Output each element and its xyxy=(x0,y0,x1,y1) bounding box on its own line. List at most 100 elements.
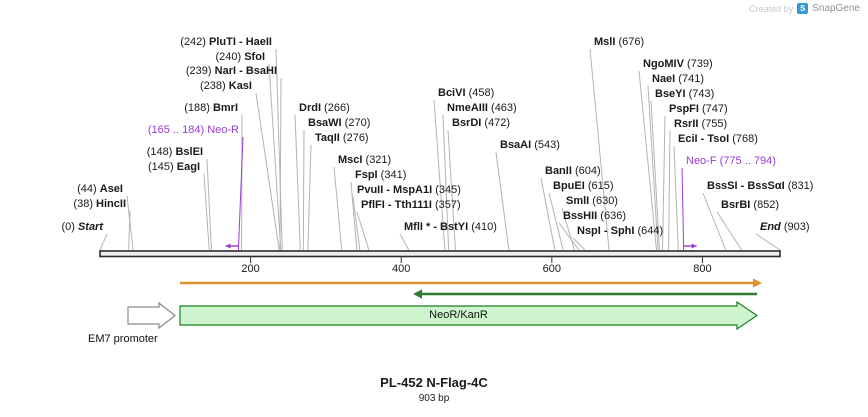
leader-line xyxy=(442,114,450,251)
leader-line xyxy=(638,70,657,251)
leader-line xyxy=(647,85,659,251)
sequence-line xyxy=(99,250,781,258)
restriction-site-label: BssHII (636) xyxy=(563,210,626,222)
restriction-site-label: (0) Start xyxy=(61,221,103,233)
restriction-site-label: BanII (604) xyxy=(545,165,601,177)
leader-line xyxy=(352,196,361,251)
primer-arrowhead xyxy=(691,243,697,249)
restriction-site-label: PvuII - MspA1I (345) xyxy=(357,184,461,196)
leader-line xyxy=(128,210,131,251)
snapgene-wordmark: SnapGene xyxy=(812,3,860,14)
title-block: PL-452 N-Flag-4C 903 bp xyxy=(0,375,868,404)
restriction-site-label: NgoMIV (739) xyxy=(643,58,713,70)
restriction-site-label: (44) AseI xyxy=(77,183,123,195)
reverse-orf-arrowhead xyxy=(413,289,422,299)
primer-label: Neo-F (775 .. 794) xyxy=(686,155,776,167)
ruler-tick-label: 600 xyxy=(542,263,561,275)
restriction-site-label: PflFI - Tth111I (357) xyxy=(361,199,461,211)
branding: Created by S SnapGene xyxy=(749,3,860,14)
map-size: 903 bp xyxy=(418,393,450,404)
map-title: PL-452 N-Flag-4C xyxy=(380,375,488,390)
feature-arrows xyxy=(127,278,762,331)
orf-arrowhead xyxy=(753,278,762,288)
primer-leader-line xyxy=(238,136,244,247)
restriction-site-label: FspI (341) xyxy=(355,169,407,181)
restriction-site-label: (38) HincII xyxy=(73,198,126,210)
restriction-site-label: SmlI (630) xyxy=(566,195,618,207)
leader-line xyxy=(268,63,282,251)
restriction-site-label: MslI (676) xyxy=(594,36,645,48)
restriction-site-label: BsrBI (852) xyxy=(721,199,780,211)
leader-line xyxy=(203,173,210,251)
leader-line xyxy=(350,181,358,251)
ruler-tick-label: 200 xyxy=(241,263,260,275)
leader-line xyxy=(356,211,370,251)
leader-line xyxy=(206,158,212,251)
restriction-site-label: NspI - SphI (644) xyxy=(577,225,664,237)
em7-promoter-arrow xyxy=(127,301,176,330)
restriction-site-label: TaqII (276) xyxy=(315,132,369,144)
leader-line xyxy=(495,151,510,251)
leader-line xyxy=(673,145,679,251)
restriction-site-label: BciVI (458) xyxy=(438,87,495,99)
restriction-site-label: (145) EagI xyxy=(148,161,200,173)
leader-line xyxy=(716,211,743,251)
restriction-site-label: MscI (321) xyxy=(338,154,392,166)
restriction-site-label: EciI - TsoI (768) xyxy=(678,133,758,145)
leader-line xyxy=(702,192,727,251)
em7-promoter-label: EM7 promoter xyxy=(88,333,158,345)
restriction-site-label: DrdI (266) xyxy=(299,102,350,114)
restriction-site-label: End (903) xyxy=(760,221,810,233)
restriction-site-label: RsrII (755) xyxy=(674,118,728,130)
restriction-site-label: BssSI - BssSαI (831) xyxy=(707,180,814,192)
leader-line xyxy=(279,77,282,251)
leader-line xyxy=(294,114,301,251)
restriction-site-label: BsrDI (472) xyxy=(452,117,511,129)
leader-line xyxy=(589,48,610,251)
leader-line xyxy=(548,192,564,251)
restriction-site-label: (238) KasI xyxy=(200,80,252,92)
ruler-tick-label: 400 xyxy=(392,263,411,275)
leader-line xyxy=(540,177,556,251)
leader-line xyxy=(433,99,446,251)
leader-line xyxy=(572,237,586,251)
restriction-site-label: (239) NarI - BsaHI xyxy=(185,65,277,77)
leader-line xyxy=(333,166,343,251)
neor-kanr-label: NeoR/KanR xyxy=(429,309,488,321)
primer-label: (165 .. 184) Neo-R xyxy=(147,124,239,136)
leader-line xyxy=(302,129,305,251)
primer-arrowhead xyxy=(225,243,231,249)
leader-line xyxy=(561,207,575,251)
restriction-site-label: (242) PluTI - HaeII xyxy=(180,36,272,48)
restriction-site-label: NmeAIII (463) xyxy=(447,102,517,114)
created-by-text: Created by xyxy=(749,3,794,14)
restriction-site-label: MflI * - BstYI (410) xyxy=(404,221,497,233)
restriction-site-label: (240) SfoI xyxy=(215,51,265,63)
restriction-site-label: (188) BmrI xyxy=(184,102,238,114)
restriction-site-label: PspFI (747) xyxy=(669,103,728,115)
restriction-site-label: BseYI (743) xyxy=(655,88,715,100)
leader-line xyxy=(399,233,410,251)
sequence-ruler xyxy=(99,250,781,263)
leader-line xyxy=(755,233,781,251)
leader-line xyxy=(255,92,280,251)
restriction-site-label: NaeI (741) xyxy=(652,73,704,85)
restriction-site-label: BsaWI (270) xyxy=(308,117,371,129)
primer-leader-line xyxy=(681,167,685,247)
leader-line xyxy=(307,144,312,251)
leader-line xyxy=(668,130,671,251)
ruler-tick-label: 800 xyxy=(693,263,712,275)
restriction-site-label: (148) BslEI xyxy=(146,146,203,158)
snapgene-logo-icon: S xyxy=(797,3,809,14)
restriction-site-label: BsaAI (543) xyxy=(500,139,560,151)
leader-line xyxy=(558,222,580,251)
leader-lines xyxy=(99,48,781,251)
leader-line xyxy=(275,48,283,251)
leader-line xyxy=(662,115,666,251)
neor-kanr-arrow xyxy=(179,300,759,331)
leader-line xyxy=(650,100,661,251)
leader-line xyxy=(447,129,456,251)
